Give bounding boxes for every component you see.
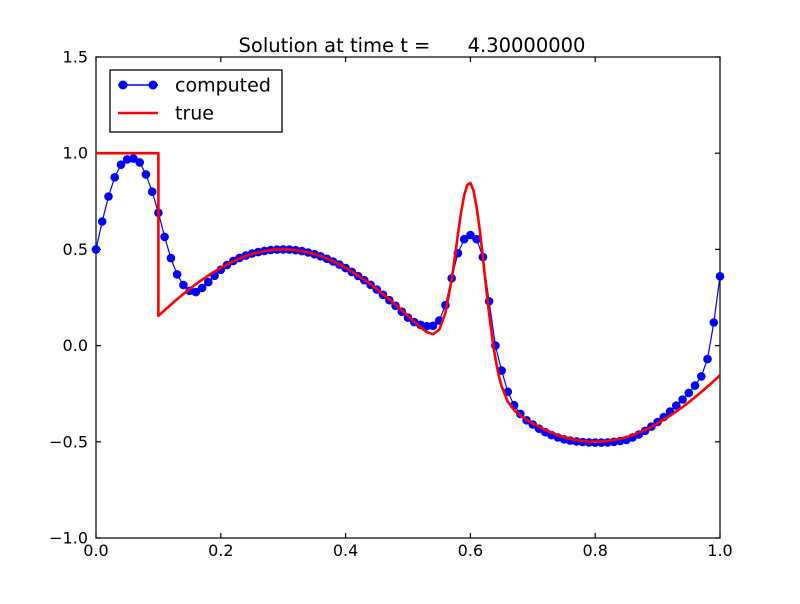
computed-data-point [197,283,207,293]
computed-data-point [715,272,725,281]
x-tick-label: 0.8 [582,541,607,560]
y-tick-label: −0.5 [49,432,88,451]
x-tick-label: 1.0 [707,541,732,560]
legend-computed-marker-icon [148,80,158,90]
computed-data-point [684,388,694,398]
y-tick-label: 0.0 [63,336,88,355]
computed-data-point [703,354,712,364]
computed-data-point [116,160,126,169]
y-tick-label: 1.5 [63,48,88,67]
computed-data-point [160,232,169,242]
computed-data-point [672,401,681,410]
computed-data-point [129,154,138,163]
computed-data-point [472,234,481,244]
computed-data-point [678,395,687,404]
computed-data-point [104,192,113,201]
y-tick-label: 1.0 [63,144,88,163]
legend-entry-computed: computed [118,75,271,97]
legend-box [109,69,283,133]
computed-data-point [110,173,119,182]
data-series-layer [91,151,725,447]
plot-area [95,56,721,539]
computed-data-point [179,280,188,290]
chart-title: Solution at time t = 4.30000000 [239,34,586,57]
computed-data-point [204,277,213,287]
computed-data-point [709,318,719,327]
y-tick-label: 0.5 [63,240,88,259]
computed-data-point [697,372,706,381]
computed-data-point [191,287,201,297]
x-tick-label: 0.0 [83,541,108,560]
computed-data-point [422,321,432,331]
x-tick-label: 0.6 [458,541,483,560]
legend-entry-true: true [118,103,214,125]
computed-data-point [690,381,700,390]
computed-data-point [97,217,107,226]
legend-label-computed: computed [175,75,271,97]
computed-data-point [135,158,144,167]
legend-label-true: true [175,103,214,125]
computed-data-point [166,253,176,263]
computed-data-point [428,321,438,331]
legend: computed true [109,69,283,133]
y-tick-label: −1.0 [49,529,88,548]
computed-data-point [141,170,151,179]
computed-data-point [459,234,469,244]
computed-data-point [466,230,475,240]
axes-ticks: 0.0 0.2 0.4 0.6 0.8 1.0 1.5 1.0 0.5 0.0 −0.5 −1.0 [49,48,733,561]
x-tick-label: 0.4 [333,541,358,560]
computed-data-point [147,187,157,196]
true-series-line [96,151,721,444]
computed-data-point [91,245,101,254]
x-tick-label: 0.2 [208,541,233,560]
legend-computed-marker-icon [118,80,128,90]
computed-data-point [172,270,182,279]
